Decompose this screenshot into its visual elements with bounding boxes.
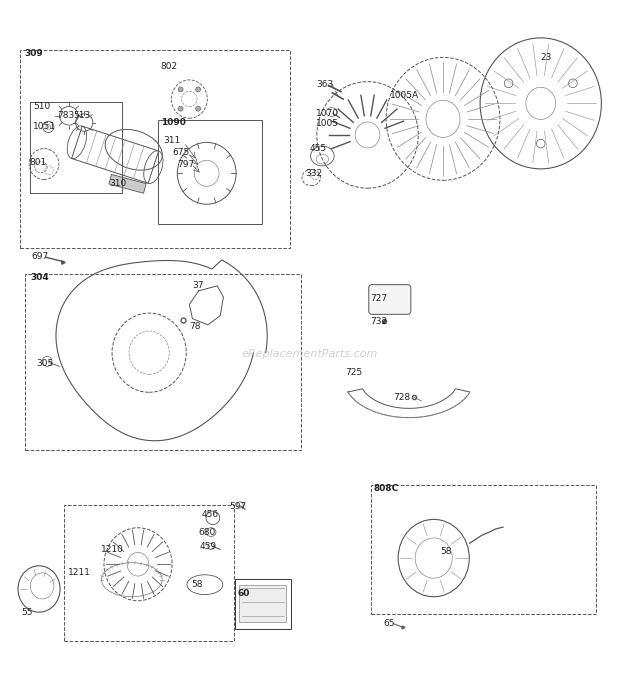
Text: 675: 675 [172,148,189,157]
Circle shape [178,87,183,92]
Text: 802: 802 [161,62,177,71]
Text: 1211: 1211 [68,568,91,577]
Text: eReplacementParts.com: eReplacementParts.com [242,349,378,359]
Text: 65: 65 [383,619,394,628]
Text: 1005: 1005 [316,119,339,128]
Bar [159,120,262,224]
Text: 697: 697 [32,252,49,261]
Text: 455: 455 [310,144,327,153]
Text: 1051: 1051 [33,123,56,132]
Text: 55: 55 [21,608,33,617]
Text: 58: 58 [191,580,203,589]
Text: 727: 727 [370,294,387,303]
Circle shape [196,87,201,92]
Circle shape [196,106,201,111]
Bar [371,485,596,614]
Text: 311: 311 [164,136,180,145]
Text: 801: 801 [30,157,47,166]
Text: 680: 680 [198,527,216,536]
Text: 310: 310 [109,179,126,188]
Text: 1210: 1210 [101,545,124,554]
Text: 783: 783 [58,112,75,121]
Bar [30,102,122,193]
Circle shape [178,106,183,111]
Text: 363: 363 [316,80,334,89]
Text: 513: 513 [73,112,91,121]
Text: 1005A: 1005A [391,91,420,100]
Polygon shape [109,175,146,193]
Text: 797: 797 [177,159,194,168]
Text: 459: 459 [200,543,217,552]
Text: 58: 58 [440,547,451,556]
Bar [20,50,290,247]
Text: 725: 725 [345,368,362,377]
Text: 728: 728 [394,394,410,403]
Text: 1090: 1090 [161,118,186,127]
Text: 304: 304 [30,273,49,282]
Text: 23: 23 [540,53,552,62]
Bar [239,586,286,622]
Text: 332: 332 [306,169,323,178]
Text: 305: 305 [37,360,54,368]
Bar [25,274,301,450]
Text: 1070: 1070 [316,109,339,118]
Text: 597: 597 [229,502,247,511]
Text: 732: 732 [370,317,387,326]
Text: 510: 510 [33,102,50,111]
Text: 37: 37 [192,281,204,290]
Text: 309: 309 [24,49,43,58]
Bar [64,505,234,641]
Text: 808C: 808C [374,484,399,493]
FancyBboxPatch shape [369,285,411,315]
Text: 60: 60 [237,590,249,599]
Text: 456: 456 [202,510,219,519]
Bar [234,579,291,629]
Text: 78: 78 [189,322,201,331]
